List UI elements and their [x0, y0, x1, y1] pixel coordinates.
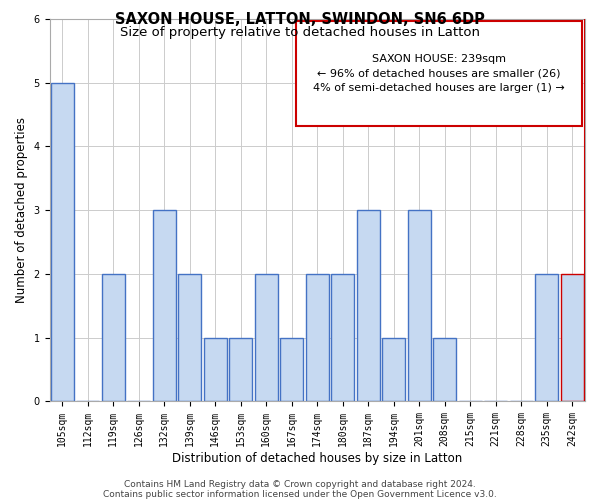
- Bar: [535, 274, 558, 402]
- Text: Size of property relative to detached houses in Latton: Size of property relative to detached ho…: [120, 26, 480, 39]
- Bar: [433, 338, 456, 402]
- Bar: [357, 210, 380, 402]
- Bar: [408, 210, 431, 402]
- FancyBboxPatch shape: [296, 21, 583, 126]
- Bar: [255, 274, 278, 402]
- Bar: [382, 338, 405, 402]
- Bar: [331, 274, 354, 402]
- Bar: [204, 338, 227, 402]
- Bar: [229, 338, 252, 402]
- Bar: [306, 274, 329, 402]
- Bar: [178, 274, 201, 402]
- Text: SAXON HOUSE: 239sqm
← 96% of detached houses are smaller (26)
4% of semi-detache: SAXON HOUSE: 239sqm ← 96% of detached ho…: [313, 54, 565, 94]
- Bar: [280, 338, 303, 402]
- Bar: [102, 274, 125, 402]
- Text: SAXON HOUSE, LATTON, SWINDON, SN6 6DP: SAXON HOUSE, LATTON, SWINDON, SN6 6DP: [115, 12, 485, 28]
- Y-axis label: Number of detached properties: Number of detached properties: [15, 117, 28, 303]
- X-axis label: Distribution of detached houses by size in Latton: Distribution of detached houses by size …: [172, 452, 463, 465]
- Bar: [153, 210, 176, 402]
- Bar: [561, 274, 584, 402]
- Text: Contains HM Land Registry data © Crown copyright and database right 2024.
Contai: Contains HM Land Registry data © Crown c…: [103, 480, 497, 499]
- Bar: [51, 82, 74, 402]
